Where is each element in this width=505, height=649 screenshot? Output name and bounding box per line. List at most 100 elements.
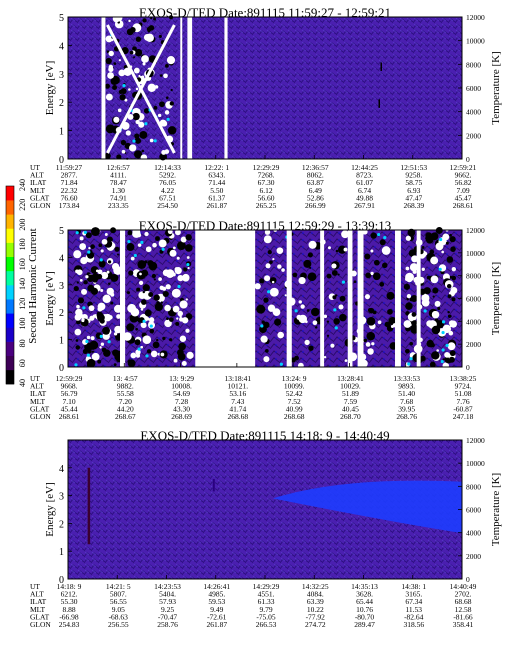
- panel-title: EXOS-D/TED Date:891115 12:59:29 - 13:39:…: [139, 218, 392, 233]
- table-cell: 13:33:53: [393, 374, 420, 383]
- speckle: [441, 348, 445, 352]
- speckle: [383, 236, 387, 240]
- speckle: [85, 275, 89, 279]
- speckle: [164, 110, 170, 115]
- speckle: [77, 297, 85, 304]
- speckle: [130, 308, 140, 317]
- speckle: [97, 269, 103, 275]
- speckle: [294, 355, 299, 361]
- speckle: [430, 256, 439, 265]
- speckle: [140, 345, 144, 349]
- speckle: [436, 349, 439, 352]
- speckle: [158, 34, 162, 38]
- speckle: [448, 330, 454, 336]
- y2-tick-label: 8000: [466, 60, 481, 69]
- table-cell: 10029.: [340, 382, 361, 391]
- speckle: [165, 269, 175, 278]
- speckle: [155, 236, 160, 241]
- speckle: [164, 319, 172, 328]
- speckle: [330, 343, 335, 348]
- speckle: [163, 73, 168, 79]
- speckle: [145, 33, 154, 42]
- speckle: [95, 354, 99, 358]
- speckle: [118, 59, 121, 62]
- table-cell: 4111.: [110, 171, 126, 180]
- table-cell: 10.22: [307, 605, 324, 614]
- speckle: [179, 335, 187, 342]
- speckle: [142, 284, 150, 292]
- table-cell: 14:40:49: [450, 582, 477, 591]
- table-row-label: ALT: [30, 590, 44, 599]
- y-tick-label: 5: [59, 13, 64, 24]
- speckle: [153, 105, 158, 110]
- speckle: [120, 88, 127, 95]
- table-cell: 268.68: [284, 412, 305, 421]
- table-row-label: GLAT: [30, 193, 50, 202]
- table-cell: 13:24: 9: [282, 374, 307, 383]
- table-cell: 71.44: [208, 178, 225, 187]
- speckle: [146, 349, 152, 354]
- speckle: [264, 275, 271, 282]
- table-cell: 12:51:53: [400, 163, 427, 172]
- table-cell: 258.76: [157, 620, 178, 629]
- speckle: [86, 363, 91, 367]
- speckle: [143, 108, 150, 114]
- speckle: [102, 326, 110, 335]
- speckle: [386, 291, 395, 300]
- y2-tick-label: 6000: [466, 84, 481, 93]
- speckle: [76, 269, 83, 276]
- speckle: [326, 320, 330, 323]
- speckle: [127, 359, 133, 364]
- speckle: [343, 247, 348, 252]
- speckle: [363, 338, 368, 343]
- speckle: [106, 287, 114, 296]
- table-cell: 12:29:29: [253, 163, 280, 172]
- spectrogram-panel: EXOS-D/TED Date:891115 14:18: 9 - 14:40:…: [30, 428, 502, 629]
- speckle: [169, 101, 174, 106]
- table-cell: 67.30: [258, 178, 275, 187]
- table-cell: 7268.: [258, 171, 275, 180]
- table-cell: 289.47: [354, 620, 375, 629]
- table-cell: 7.76: [456, 397, 469, 406]
- speckle: [168, 317, 174, 322]
- colorbar-swatch: [6, 214, 14, 229]
- table-row-label: ALT: [30, 382, 44, 391]
- speckle: [432, 287, 439, 294]
- y2-tick-label: 10000: [466, 249, 485, 258]
- y2-axis-label: Temperature [K]: [490, 51, 502, 124]
- speckle: [96, 273, 103, 280]
- speckle: [176, 349, 184, 356]
- data-gap: [195, 230, 256, 367]
- speckle: [305, 320, 308, 324]
- y2-tick-label: 6000: [466, 295, 481, 304]
- speckle: [142, 290, 145, 294]
- speckle: [76, 281, 79, 284]
- y2-tick-label: 12000: [466, 436, 485, 445]
- table-cell: -72.61: [207, 612, 227, 621]
- table-cell: 10099.: [284, 382, 305, 391]
- y-axis-label: Energy [eV]: [44, 271, 56, 325]
- speckle: [116, 314, 121, 319]
- speckle: [312, 320, 318, 326]
- speckle: [165, 284, 171, 290]
- speckle: [144, 309, 152, 317]
- colorbar-swatch: [6, 186, 14, 201]
- speckle: [370, 232, 377, 239]
- speckle: [74, 313, 82, 321]
- speckle: [410, 295, 418, 302]
- speckle: [105, 35, 113, 43]
- table-cell: 6.74: [358, 186, 371, 195]
- speckle: [86, 356, 89, 359]
- speckle: [79, 236, 84, 241]
- y-tick-label: 5: [59, 226, 64, 237]
- speckle: [442, 362, 449, 369]
- table-cell: 4985.: [208, 590, 225, 599]
- speckle: [142, 62, 146, 66]
- speckle: [136, 287, 141, 292]
- speckle: [271, 280, 275, 284]
- speckle: [334, 320, 339, 325]
- colorbar-swatch: [6, 285, 14, 300]
- y2-tick-label: 4000: [466, 317, 481, 326]
- speckle: [105, 93, 113, 101]
- speckle: [135, 87, 139, 91]
